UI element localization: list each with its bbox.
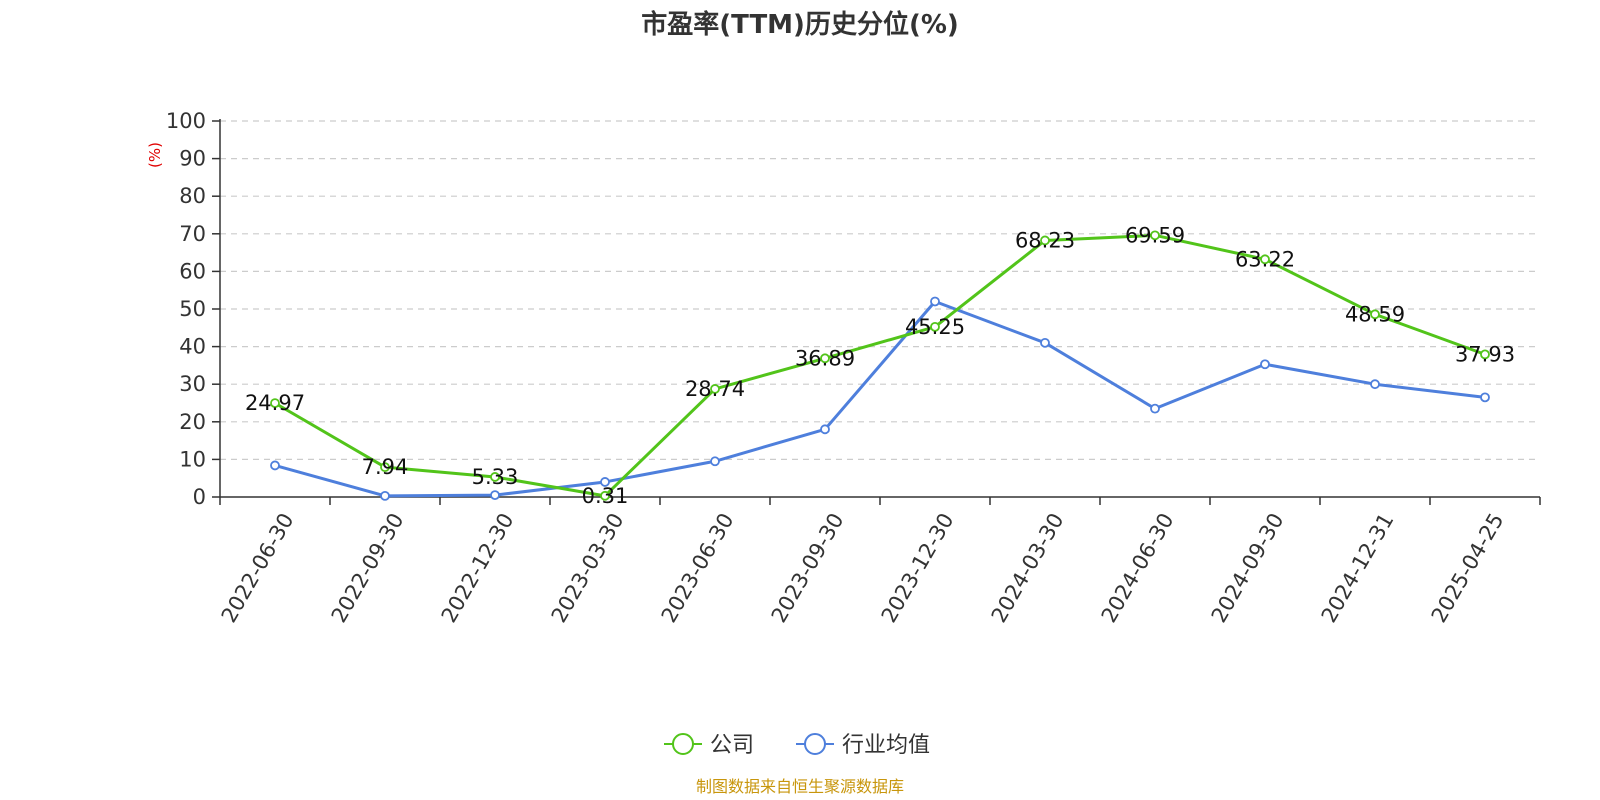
legend-marker-icon [804, 733, 826, 755]
source-note: 制图数据来自恒生聚源数据库 [696, 777, 904, 796]
x-tick-label: 2022-12-30 [437, 509, 519, 627]
data-label: 63.22 [1235, 247, 1295, 271]
y-tick-label: 100 [166, 109, 206, 133]
y-axis-unit-label: (%) [146, 142, 164, 168]
data-label: 24.97 [245, 391, 305, 415]
data-point [930, 296, 940, 307]
chart-title: 市盈率(TTM)历史分位(%) [641, 9, 959, 40]
data-point [1260, 359, 1270, 370]
data-point [380, 490, 390, 501]
x-tick-label: 2023-03-30 [547, 509, 629, 627]
legend-label: 行业均值 [842, 733, 930, 758]
x-tick-label: 2024-09-30 [1207, 509, 1289, 627]
series-line [274, 233, 1486, 498]
data-point [1260, 254, 1270, 265]
x-tick-label: 2022-06-30 [217, 509, 299, 627]
data-point [1150, 230, 1160, 241]
y-tick-label: 70 [179, 222, 206, 246]
grid-lines [220, 120, 1540, 460]
data-label: 7.94 [362, 455, 409, 479]
y-tick-label: 80 [179, 184, 206, 208]
y-tick-label: 20 [179, 410, 206, 434]
data-label: 68.23 [1015, 228, 1075, 252]
x-tick-label: 2022-09-30 [327, 509, 409, 627]
data-point [490, 472, 500, 482]
x-tick-label: 2023-06-30 [657, 509, 739, 627]
data-point [600, 477, 610, 487]
data-label: 48.59 [1345, 302, 1405, 326]
data-point [270, 460, 280, 471]
legend-marker-icon [672, 733, 694, 755]
x-tick-label: 2024-12-31 [1317, 509, 1399, 627]
x-tick-label: 2023-09-30 [767, 509, 849, 627]
y-tick-label: 10 [179, 447, 206, 471]
data-point [1040, 337, 1050, 348]
data-point [600, 490, 610, 501]
x-tick-label: 2025-04-25 [1427, 509, 1509, 627]
data-point [270, 398, 280, 409]
data-point [1370, 379, 1380, 390]
data-label: 69.59 [1125, 223, 1185, 247]
data-label: 5.33 [472, 465, 519, 489]
y-tick-label: 30 [179, 372, 206, 396]
series-lines [270, 230, 1490, 501]
data-point [820, 353, 830, 364]
y-tick-label: 40 [179, 335, 206, 359]
x-tick-label: 2024-03-30 [987, 509, 1069, 627]
data-point [1150, 403, 1160, 414]
data-labels: 24.97 7.94 5.33 0.31 28.74 36.89 45.25 68.23 69.… [245, 223, 1515, 507]
data-point [1480, 392, 1490, 403]
data-point [1040, 235, 1050, 246]
data-point [1480, 349, 1490, 360]
data-label: 37.93 [1455, 342, 1515, 366]
data-label: 36.89 [795, 346, 855, 370]
data-point [710, 456, 720, 467]
y-tick-label: 0 [193, 485, 206, 509]
data-label: 28.74 [685, 377, 745, 401]
y-tick-label: 60 [179, 259, 206, 283]
legend-label: 公司 [710, 733, 754, 758]
data-point [710, 384, 720, 394]
data-label: 45.25 [905, 315, 965, 339]
data-point [820, 424, 830, 435]
legend-item[interactable]: 行业均值 [796, 733, 930, 758]
x-tick-label: 2023-12-30 [877, 509, 959, 627]
data-point [1370, 309, 1380, 320]
data-point [380, 462, 390, 473]
y-tick-label: 50 [179, 297, 206, 321]
legend-item[interactable]: 公司 [664, 733, 754, 758]
legend[interactable]: 公司 行业均值 [664, 733, 930, 758]
series-line [274, 299, 1486, 498]
y-tick-label: 90 [179, 147, 206, 171]
data-point [490, 490, 500, 501]
data-label: 0.31 [582, 484, 629, 508]
x-tick-label: 2024-06-30 [1097, 509, 1179, 627]
data-point [930, 321, 940, 332]
